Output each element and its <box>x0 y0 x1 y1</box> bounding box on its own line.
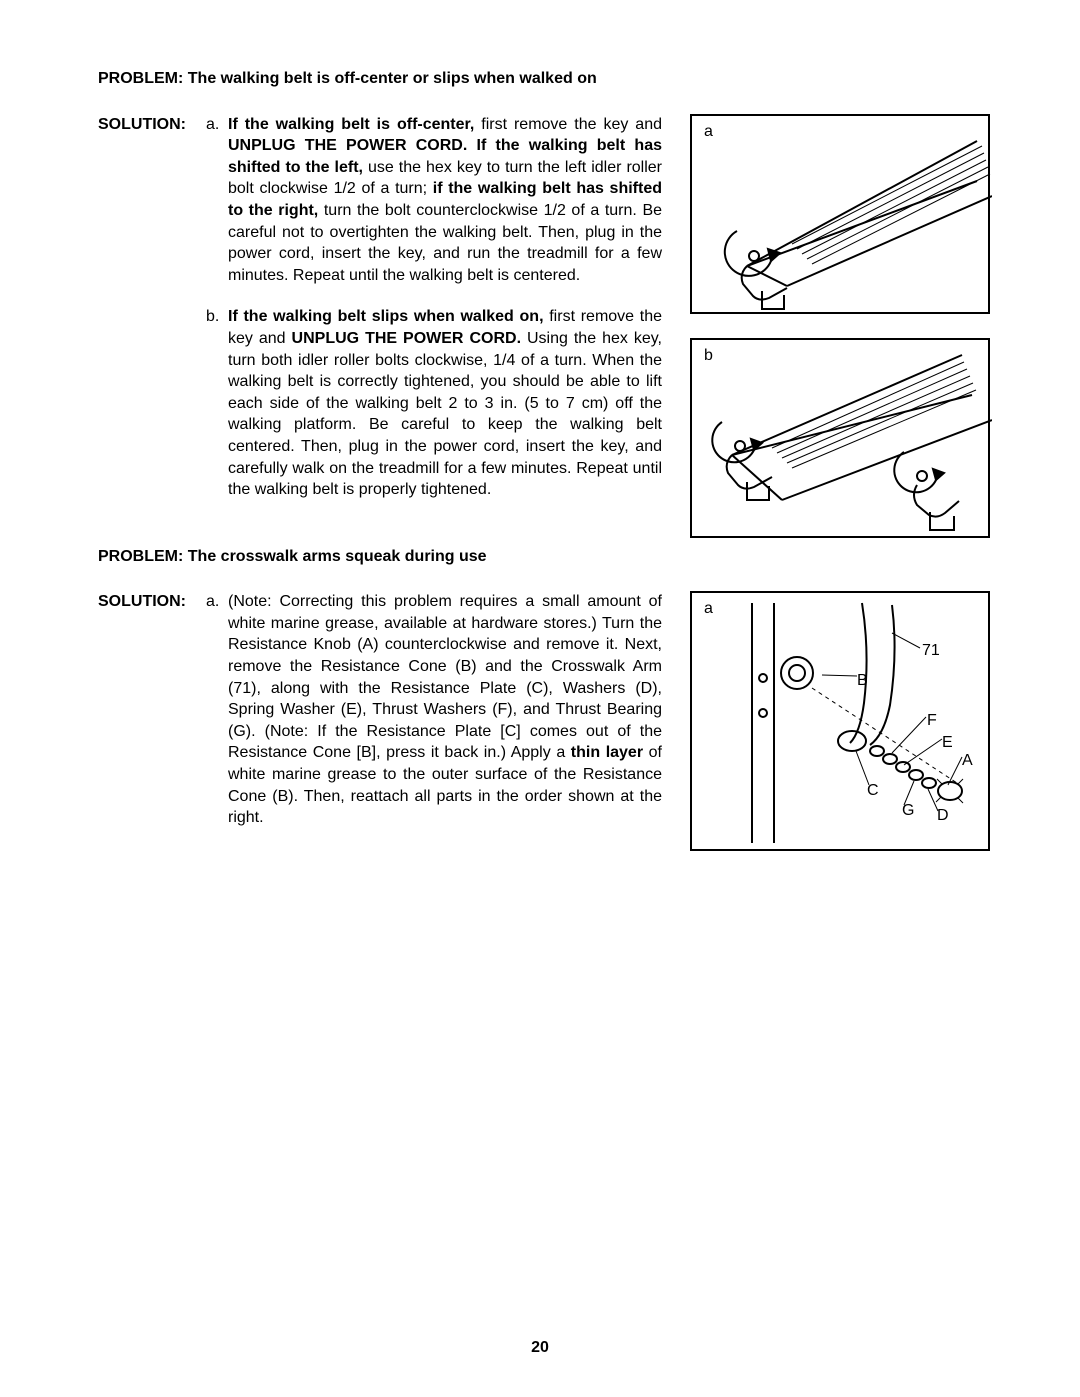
problem-2-row: SOLUTION: a. (Note: Correcting this prob… <box>98 591 990 851</box>
text-run: If the walking belt slips when walked on… <box>228 308 544 325</box>
solution-1a: SOLUTION: a. If the walking belt is off-… <box>98 114 662 287</box>
solution-1b-text: If the walking belt slips when walked on… <box>228 306 662 500</box>
belt-diagram-b-icon <box>692 340 992 540</box>
callout-f: F <box>927 713 937 729</box>
figure-crosswalk-a: a <box>690 591 990 851</box>
callout-a: A <box>962 753 973 769</box>
text-run: thin layer <box>571 744 643 761</box>
text-run: Using the hex key, turn both idler rolle… <box>228 330 662 498</box>
callout-d: D <box>937 808 949 824</box>
text-run: If the walking belt is off-center, <box>228 116 474 133</box>
callout-c: C <box>867 783 879 799</box>
solution-2a-text: (Note: Correcting this problem requires … <box>228 591 662 829</box>
figure-label: a <box>704 124 713 140</box>
solution-letter: b. <box>206 306 228 500</box>
text-run: UNPLUG THE POWER CORD. <box>292 330 521 347</box>
solution-letter: a. <box>206 591 228 829</box>
page-number: 20 <box>531 1339 549 1357</box>
problem-heading-1: PROBLEM: The walking belt is off-center … <box>98 68 990 90</box>
solution-1b: b. If the walking belt slips when walked… <box>98 306 662 500</box>
solution-1a-text: If the walking belt is off-center, first… <box>228 114 662 287</box>
problem-1-row: SOLUTION: a. If the walking belt is off-… <box>98 114 990 538</box>
problem-heading-2: PROBLEM: The crosswalk arms squeak durin… <box>98 546 990 568</box>
figure-belt-a: a <box>690 114 990 314</box>
problem-2-text-column: SOLUTION: a. (Note: Correcting this prob… <box>98 591 662 849</box>
solution-label: SOLUTION: <box>98 591 206 829</box>
figure-label: b <box>704 348 713 364</box>
callout-g: G <box>902 803 914 819</box>
problem-2-figures: a <box>690 591 990 851</box>
text-run: (Note: Correcting this problem requires … <box>228 593 662 761</box>
callout-71: 71 <box>922 643 940 659</box>
figure-label: a <box>704 601 713 617</box>
figure-belt-b: b <box>690 338 990 538</box>
solution-label: SOLUTION: <box>98 114 206 287</box>
solution-label-spacer <box>98 306 206 500</box>
manual-page: PROBLEM: The walking belt is off-center … <box>0 0 1080 1397</box>
text-run: first remove the key and <box>474 116 662 133</box>
problem-1-figures: a <box>690 114 990 538</box>
callout-b: B <box>857 673 868 689</box>
solution-letter: a. <box>206 114 228 287</box>
solution-2a: SOLUTION: a. (Note: Correcting this prob… <box>98 591 662 829</box>
belt-diagram-a-icon <box>692 116 992 316</box>
problem-1-text-column: SOLUTION: a. If the walking belt is off-… <box>98 114 662 521</box>
callout-e: E <box>942 735 953 751</box>
